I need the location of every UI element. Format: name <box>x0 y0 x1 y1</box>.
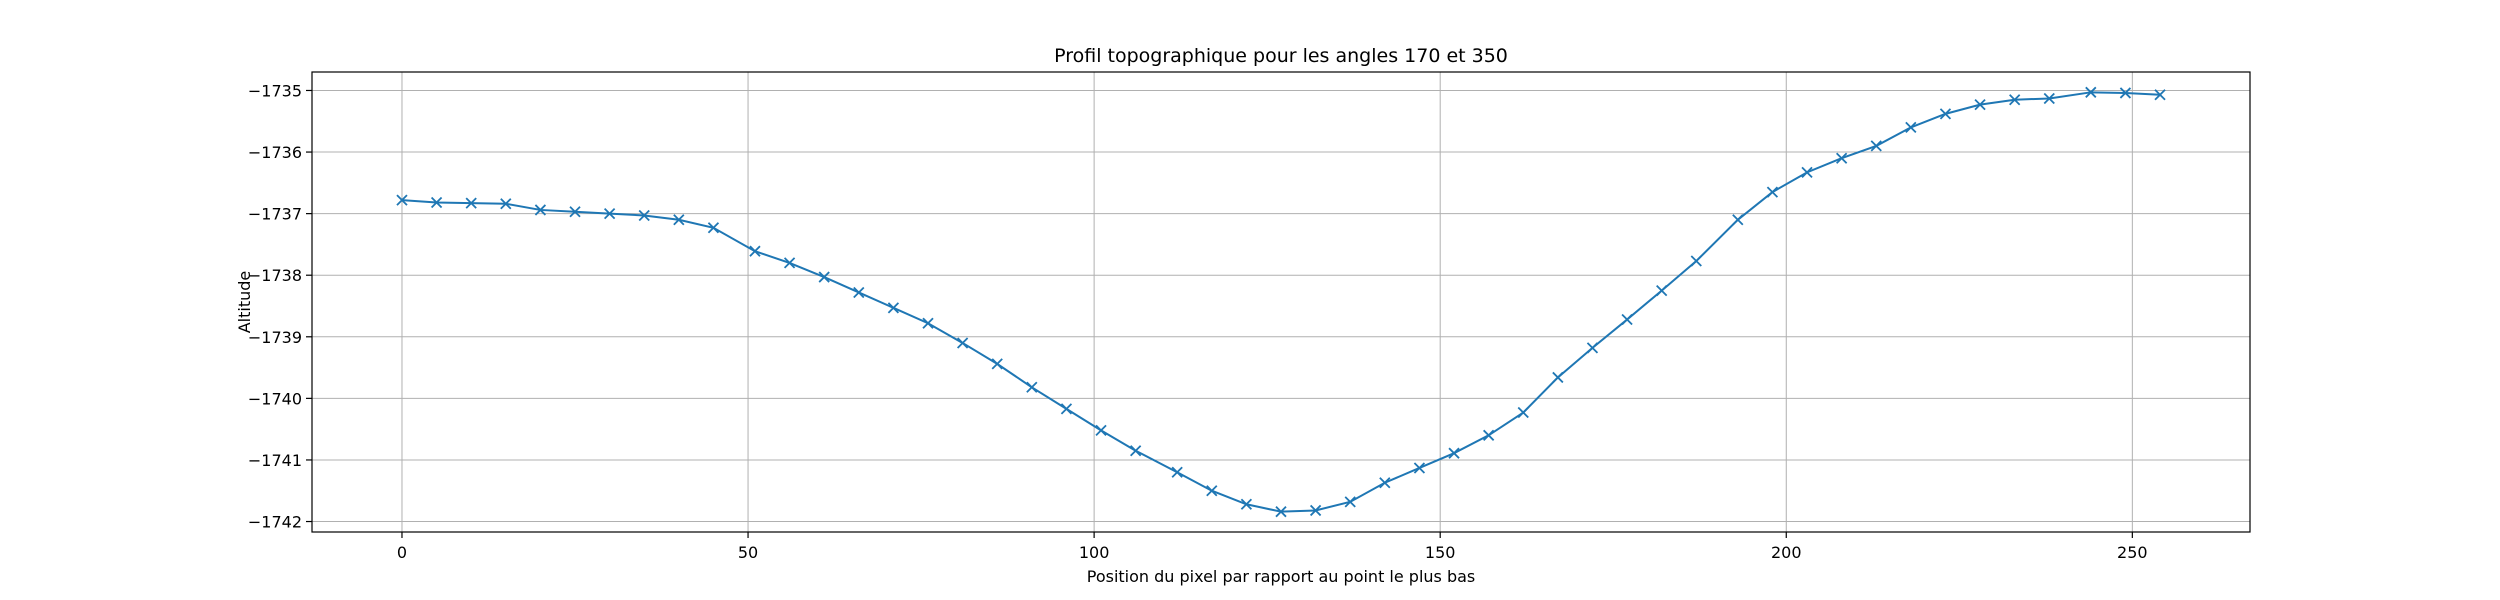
data-point-marker <box>500 198 512 210</box>
x-tick-label: 150 <box>1425 543 1456 562</box>
data-point-marker <box>1344 496 1356 508</box>
data-point-marker <box>2085 86 2097 98</box>
data-point-marker <box>1448 447 1460 459</box>
data-point-marker <box>887 302 900 314</box>
y-tick-label: −1735 <box>248 81 302 100</box>
axes-frame <box>311 71 2251 533</box>
data-point-marker <box>2154 89 2166 101</box>
data-point-marker <box>1206 485 1218 497</box>
data-point-marker <box>853 286 865 299</box>
data-point-marker <box>749 245 761 257</box>
x-tick-label: 200 <box>1771 543 1802 562</box>
data-point-marker <box>1483 429 1495 441</box>
data-point-marker <box>1939 108 1952 120</box>
data-point-marker <box>2009 94 2021 106</box>
series-layer <box>396 86 2166 518</box>
data-point-marker <box>673 214 685 226</box>
data-point-marker <box>1801 166 1813 179</box>
y-tick-label: −1742 <box>248 513 302 532</box>
data-point-marker <box>783 257 796 269</box>
data-point-marker <box>534 204 547 216</box>
data-point-marker <box>1517 406 1529 419</box>
data-point-marker <box>922 317 934 329</box>
data-point-marker <box>1836 152 1848 164</box>
data-point-marker <box>1870 140 1882 152</box>
data-point-marker <box>1732 214 1744 226</box>
data-point-marker <box>1766 186 1779 198</box>
x-tick-label: 0 <box>397 543 407 562</box>
y-tick-label: −1736 <box>248 143 302 162</box>
data-point-marker <box>2119 87 2132 99</box>
y-tick-label: −1738 <box>248 266 302 285</box>
data-point-marker <box>1095 424 1107 437</box>
data-point-marker <box>991 358 1003 370</box>
x-tick-label: 50 <box>738 543 758 562</box>
y-tick-label: −1739 <box>248 328 302 347</box>
data-point-marker <box>1656 284 1668 297</box>
x-axis-label: Position du pixel par rapport au point l… <box>1087 567 1476 586</box>
data-point-marker <box>465 197 477 209</box>
data-point-marker <box>1621 313 1633 326</box>
data-point-marker <box>569 206 581 218</box>
chart-title: Profil topographique pour les angles 170… <box>1054 45 1508 67</box>
y-tick-label: −1741 <box>248 451 302 470</box>
grid-layer <box>312 72 2250 532</box>
data-point-marker <box>1309 504 1322 517</box>
data-point-marker <box>638 209 650 222</box>
data-point-marker <box>1171 466 1183 478</box>
data-point-marker <box>1552 371 1564 384</box>
data-point-marker <box>1905 121 1917 134</box>
x-tick-label: 250 <box>2117 543 2148 562</box>
y-tick-label: −1737 <box>248 205 302 224</box>
data-point-marker <box>1586 342 1599 354</box>
ticks-layer: 0 50 100 150 200 250 −1742 −1741 −1740 −1739 −1738… <box>248 81 2148 562</box>
y-tick-label: −1740 <box>248 389 302 408</box>
y-axis-label: Altitude <box>235 271 254 334</box>
data-point-marker <box>1060 403 1073 415</box>
data-point-marker <box>1974 99 1986 111</box>
data-point-marker <box>2043 92 2055 105</box>
data-point-marker <box>396 194 408 206</box>
data-point-marker <box>1026 381 1038 393</box>
data-point-marker <box>1240 498 1253 510</box>
data-point-marker <box>956 337 969 349</box>
data-point-marker <box>1413 462 1426 474</box>
data-point-marker <box>707 222 720 234</box>
data-point-marker <box>1130 445 1142 457</box>
data-point-marker <box>818 271 830 283</box>
x-tick-label: 100 <box>1079 543 1110 562</box>
data-point-marker <box>1379 477 1391 489</box>
data-point-marker <box>1690 255 1702 267</box>
data-point-marker <box>1275 506 1287 518</box>
data-point-marker <box>430 196 443 209</box>
data-point-marker <box>603 207 616 220</box>
